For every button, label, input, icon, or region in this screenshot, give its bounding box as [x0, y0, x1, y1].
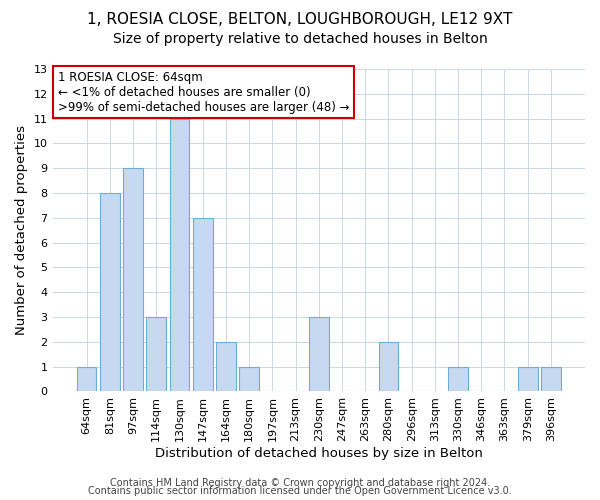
- Bar: [309, 317, 329, 392]
- Text: Size of property relative to detached houses in Belton: Size of property relative to detached ho…: [113, 32, 487, 46]
- Bar: [123, 168, 143, 392]
- Bar: [146, 317, 166, 392]
- Text: 1 ROESIA CLOSE: 64sqm
← <1% of detached houses are smaller (0)
>99% of semi-deta: 1 ROESIA CLOSE: 64sqm ← <1% of detached …: [58, 70, 349, 114]
- Bar: [448, 366, 468, 392]
- Bar: [77, 366, 97, 392]
- Bar: [170, 118, 190, 392]
- Bar: [518, 366, 538, 392]
- Y-axis label: Number of detached properties: Number of detached properties: [15, 125, 28, 335]
- Text: 1, ROESIA CLOSE, BELTON, LOUGHBOROUGH, LE12 9XT: 1, ROESIA CLOSE, BELTON, LOUGHBOROUGH, L…: [88, 12, 512, 28]
- Text: Contains public sector information licensed under the Open Government Licence v3: Contains public sector information licen…: [88, 486, 512, 496]
- Bar: [541, 366, 561, 392]
- Text: Contains HM Land Registry data © Crown copyright and database right 2024.: Contains HM Land Registry data © Crown c…: [110, 478, 490, 488]
- Bar: [193, 218, 212, 392]
- Bar: [100, 193, 119, 392]
- Bar: [379, 342, 398, 392]
- Bar: [216, 342, 236, 392]
- Bar: [239, 366, 259, 392]
- X-axis label: Distribution of detached houses by size in Belton: Distribution of detached houses by size …: [155, 447, 483, 460]
